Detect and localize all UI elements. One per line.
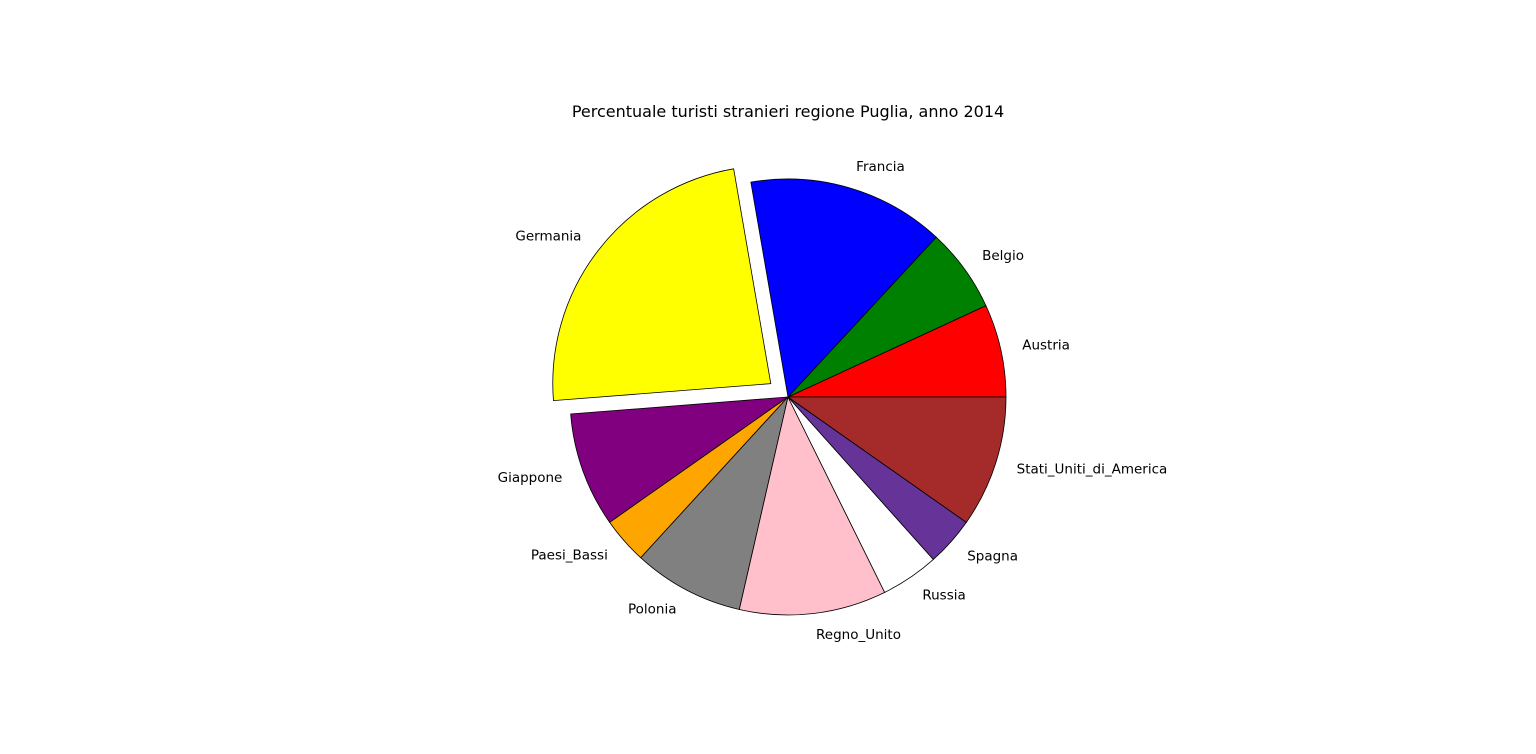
pie-labels: Austria Belgio Francia Germania Giappone Paes… [498,159,1168,643]
chart-title: Percentuale turisti stranieri regione Pu… [572,102,1004,121]
pie-slice-stati-uniti-di-america [786,396,1007,523]
slice-label-spagna: Spagna [967,548,1018,564]
slice-label-francia: Francia [856,159,905,175]
slice-label-germania: Germania [515,228,581,244]
slice-label-paesi-bassi: Paesi_Bassi [531,547,608,563]
pie-slice-francia [750,178,937,398]
slice-label-stati-uniti-di-america: Stati_Uniti_di_America [1017,461,1168,477]
slice-label-austria: Austria [1022,338,1070,354]
pie-slice-regno-unito [738,395,886,616]
slice-label-russia: Russia [922,588,965,604]
slice-label-polonia: Polonia [628,601,677,617]
pie-slices [552,168,1007,616]
slice-label-regno-unito: Regno_Unito [816,627,901,643]
slice-label-belgio: Belgio [982,248,1024,264]
pie-slice-giappone [570,396,790,523]
slice-label-giappone: Giappone [498,470,563,486]
pie-slice-germania [552,168,772,402]
